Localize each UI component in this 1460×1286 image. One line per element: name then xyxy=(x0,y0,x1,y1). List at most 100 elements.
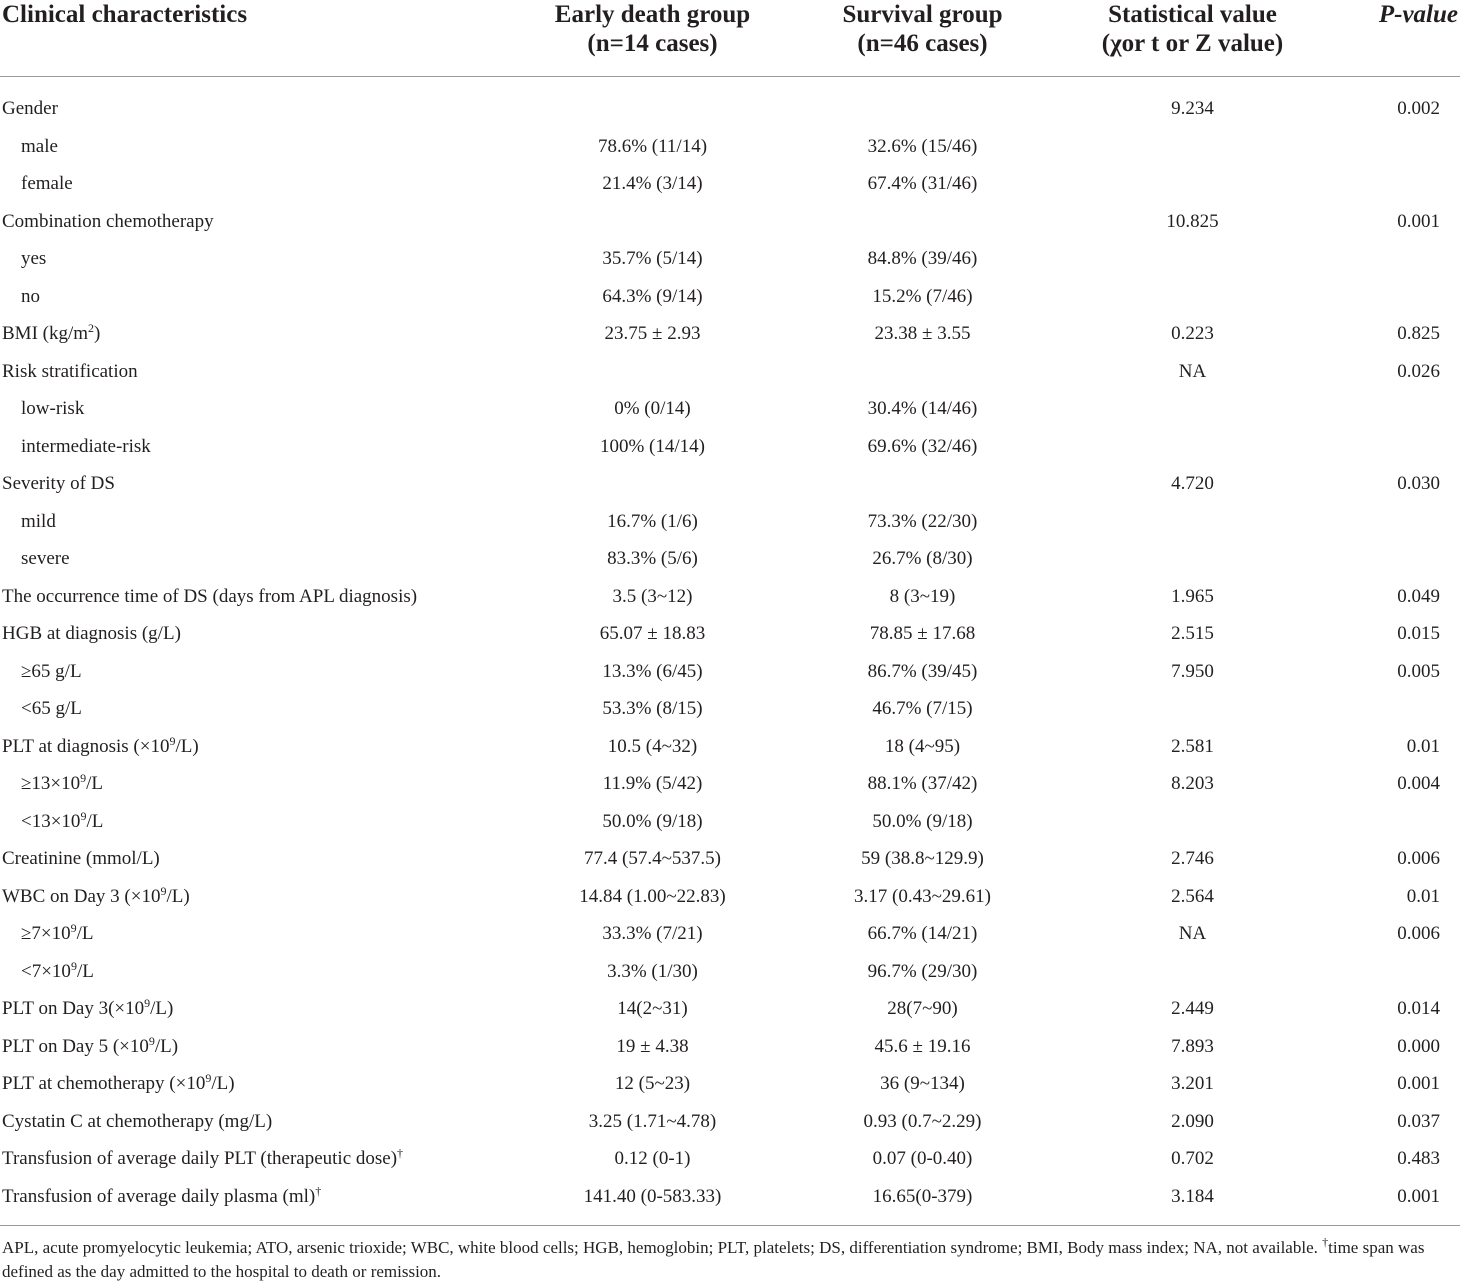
p-value: 0.000 xyxy=(1397,1035,1440,1057)
table-row: ≥7×109/L 33.3% (7/21) 66.7% (14/21) NA 0.006 xyxy=(0,915,1460,953)
early-death-value: 14(2~31) xyxy=(617,998,688,1019)
survival-value: 3.17 (0.43~29.61) xyxy=(854,885,991,907)
row-label: ≥65 g/L xyxy=(21,660,82,682)
table-row: <65 g/L 53.3% (8/15) 46.7% (7/15) xyxy=(0,690,1460,728)
survival-value: 86.7% (39/45) xyxy=(867,660,978,682)
row-label-text: PLT at diagnosis (×10 xyxy=(2,735,170,757)
table-row: <13×109/L 50.0% (9/18) 50.0% (9/18) xyxy=(0,803,1460,841)
statistical-value xyxy=(1060,165,1325,203)
p-value xyxy=(1325,803,1460,841)
statistical-value: 2.564 xyxy=(1171,885,1214,907)
table-row: BMI (kg/m2) 23.75 ± 2.93 23.38 ± 3.55 0.223… xyxy=(0,315,1460,353)
table-row: Cystatin C at chemotherapy (mg/L) 3.25 (1… xyxy=(0,1103,1460,1141)
row-label-superscript: † xyxy=(397,1146,404,1160)
statistical-value: 0.223 xyxy=(1171,323,1214,344)
table-row: Risk stratification NA 0.026 xyxy=(0,353,1460,391)
survival-value xyxy=(785,465,1060,503)
table-row: PLT on Day 5 (×109/L) 19 ± 4.38 45.6 ± 19.… xyxy=(0,1028,1460,1066)
row-label-text: BMI (kg/m xyxy=(2,323,89,344)
row-label: WBC on Day 3 (×109/L) xyxy=(0,878,520,916)
row-label: HGB at diagnosis (g/L) xyxy=(2,623,181,644)
row-label: PLT at diagnosis (×109/L) xyxy=(0,728,520,766)
survival-value xyxy=(785,203,1060,241)
early-death-value xyxy=(520,353,785,391)
early-death-value: 65.07 ± 18.83 xyxy=(599,623,706,644)
survival-value: 30.4% (14/46) xyxy=(867,398,978,419)
survival-value: 69.6% (32/46) xyxy=(867,435,978,457)
row-label-suffix: /L xyxy=(76,960,94,982)
p-value: 0.006 xyxy=(1397,848,1440,869)
statistical-value xyxy=(1060,128,1325,166)
row-label-superscript: 2 xyxy=(88,321,95,335)
early-death-value: 10.5 (4~32) xyxy=(607,735,698,757)
row-label: Transfusion of average daily PLT (therap… xyxy=(0,1140,520,1178)
survival-value: 28(7~90) xyxy=(887,998,958,1019)
statistical-value xyxy=(1060,690,1325,728)
early-death-value: 50.0% (9/18) xyxy=(602,810,703,832)
table-row: yes 35.7% (5/14) 84.8% (39/46) xyxy=(0,240,1460,278)
row-label: Creatinine (mmol/L) xyxy=(2,848,160,869)
row-label: ≥13×109/L xyxy=(0,765,520,803)
row-label: <65 g/L xyxy=(21,698,82,719)
row-label: yes xyxy=(21,248,47,269)
p-value: 0.014 xyxy=(1397,998,1440,1019)
early-death-value: 83.3% (5/6) xyxy=(607,548,698,569)
survival-value: 26.7% (8/30) xyxy=(872,548,973,569)
p-value xyxy=(1325,503,1460,541)
statistical-value: 7.950 xyxy=(1171,660,1214,682)
row-label: Combination chemotherapy xyxy=(2,210,214,232)
footnote-note: time span was defined as the day admitte… xyxy=(2,1238,1425,1281)
early-death-value: 141.40 (0-583.33) xyxy=(583,1185,722,1207)
row-label: no xyxy=(21,285,40,307)
table-row: Severity of DS 4.720 0.030 xyxy=(0,465,1460,503)
survival-value: 59 (38.8~129.9) xyxy=(861,848,984,869)
row-label: Severity of DS xyxy=(2,473,115,494)
row-label-text: ≥13×10 xyxy=(21,773,81,794)
row-label: The occurrence time of DS (days from APL… xyxy=(2,585,418,607)
early-death-value: 3.25 (1.71~4.78) xyxy=(588,1110,717,1132)
statistical-value: 2.449 xyxy=(1171,998,1214,1019)
table-row: mild 16.7% (1/6) 73.3% (22/30) xyxy=(0,503,1460,541)
row-label-superscript: 9 xyxy=(70,958,77,973)
header-survival: Survival group (n=46 cases) xyxy=(785,0,1060,77)
survival-value: 67.4% (31/46) xyxy=(867,173,978,194)
survival-value: 36 (9~134) xyxy=(880,1073,965,1094)
p-value: 0.005 xyxy=(1397,660,1440,682)
p-value xyxy=(1325,128,1460,166)
header-p-value: P-value xyxy=(1325,0,1460,77)
p-value xyxy=(1325,953,1460,991)
footnote-abbreviations: APL, acute promyelocytic leukemia; ATO, … xyxy=(2,1238,1318,1257)
statistical-value xyxy=(1060,428,1325,466)
p-value: 0.825 xyxy=(1397,323,1440,344)
statistical-value: 3.201 xyxy=(1171,1073,1214,1094)
early-death-value: 12 (5~23) xyxy=(614,1073,691,1094)
row-label-superscript: † xyxy=(315,1183,322,1198)
row-label: PLT on Day 5 (×109/L) xyxy=(0,1028,520,1066)
statistical-value: 3.184 xyxy=(1171,1185,1214,1207)
row-label-suffix: /L) xyxy=(175,735,199,757)
p-value: 0.001 xyxy=(1397,1073,1440,1094)
survival-value: 88.1% (37/42) xyxy=(867,773,978,794)
early-death-value: 53.3% (8/15) xyxy=(602,698,703,719)
statistical-value: 10.825 xyxy=(1166,210,1219,232)
statistical-value xyxy=(1060,240,1325,278)
statistical-value xyxy=(1060,540,1325,578)
statistical-value: 2.090 xyxy=(1171,1110,1214,1132)
survival-value: 78.85 ± 17.68 xyxy=(869,623,976,644)
p-value: 0.002 xyxy=(1397,98,1440,119)
table-row: intermediate-risk 100% (14/14) 69.6% (32/4… xyxy=(0,428,1460,466)
early-death-value: 11.9% (5/42) xyxy=(602,773,703,794)
row-label-suffix: /L xyxy=(86,773,104,794)
table-row: ≥65 g/L 13.3% (6/45) 86.7% (39/45) 7.950 0.0… xyxy=(0,653,1460,691)
table-row: PLT on Day 3(×109/L) 14(2~31) 28(7~90) 2.44… xyxy=(0,990,1460,1028)
row-label-superscript: 9 xyxy=(144,996,151,1010)
statistical-value: 2.746 xyxy=(1171,848,1214,869)
survival-value: 50.0% (9/18) xyxy=(872,810,973,832)
early-death-value: 3.5 (3~12) xyxy=(612,585,693,607)
footnote-dagger: † xyxy=(1322,1235,1329,1249)
survival-value: 18 (4~95) xyxy=(884,735,961,757)
row-label-text: PLT on Day 3(×10 xyxy=(2,998,145,1019)
statistical-value xyxy=(1060,503,1325,541)
survival-value: 45.6 ± 19.16 xyxy=(874,1035,971,1057)
